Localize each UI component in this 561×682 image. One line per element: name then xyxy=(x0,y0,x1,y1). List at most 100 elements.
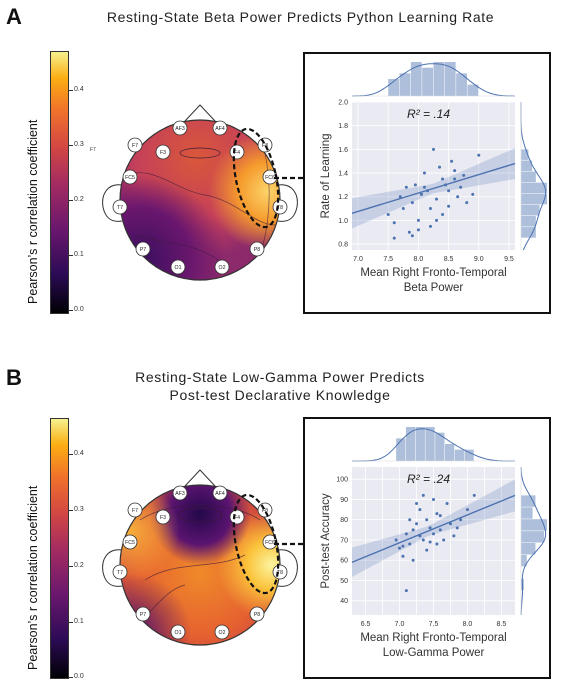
electrode-marker xyxy=(155,144,171,160)
histogram-bar-right xyxy=(521,507,533,519)
histogram-bar-top xyxy=(422,67,433,96)
colorbar-b-tick: 0.4 xyxy=(69,450,84,457)
data-point xyxy=(432,147,435,151)
data-point xyxy=(444,183,448,187)
x-tick-label: 7.5 xyxy=(429,621,439,628)
data-point xyxy=(435,512,439,516)
data-point xyxy=(438,165,442,169)
data-point xyxy=(392,236,396,240)
electrode-label: T8 xyxy=(277,205,283,211)
electrode-marker xyxy=(122,534,138,550)
x-tick-label: 9.0 xyxy=(474,256,484,263)
histogram-bar-top xyxy=(444,444,455,461)
data-point xyxy=(418,508,422,512)
electrode-label: T8 xyxy=(277,570,283,576)
kde-curve-right xyxy=(520,466,547,616)
electrode-highlight-a xyxy=(232,127,304,229)
electrode-marker xyxy=(212,120,228,136)
data-point xyxy=(447,204,451,208)
x-axis-label: Low-Gamma Power xyxy=(383,647,485,659)
colorbar-a-tick: 0.1 xyxy=(69,251,84,258)
scatter-inset-b: 6.5 7.0 7.5 8.0 8.5 40 50 60 70 80 90 100 R² = .24 Me… xyxy=(303,417,551,679)
scatter-plot-a: 7.0 7.5 8.0 8.5 9.0 9.5 0.8 1.0 1.2 1.4 1.6 1.8 2.0 R… xyxy=(320,62,547,294)
x-tick-label: 8.5 xyxy=(497,621,507,628)
y-tick-label: 40 xyxy=(340,598,348,605)
histogram-bar-right xyxy=(521,543,536,555)
y-tick-label: 1.6 xyxy=(338,147,348,154)
panel-a-title: Resting-State Beta Power Predicts Python… xyxy=(106,9,495,25)
stray-electrode-label: F7 xyxy=(90,147,96,153)
data-point xyxy=(441,212,445,216)
histogram-bar-top xyxy=(435,432,445,461)
panel-b-title-line2: Post-test Declarative Knowledge xyxy=(169,387,391,403)
data-point xyxy=(398,546,402,550)
data-point xyxy=(394,538,398,542)
y-tick-label: 90 xyxy=(340,497,348,504)
data-point xyxy=(432,532,435,536)
r-squared-label: R² = .14 xyxy=(407,107,450,121)
histogram-bar-right xyxy=(521,554,527,567)
electrode-label: P7 xyxy=(140,247,146,253)
histogram-bar-right xyxy=(521,160,533,172)
electrode-label: FC6 xyxy=(265,540,275,546)
data-point xyxy=(410,234,414,238)
electrode-label: F7 xyxy=(132,508,138,514)
electrode-marker xyxy=(127,137,143,153)
data-point xyxy=(438,514,442,518)
y-tick-label: 100 xyxy=(336,477,348,484)
data-point xyxy=(447,189,451,193)
data-point xyxy=(404,185,408,189)
kde-curve-top xyxy=(351,63,516,97)
data-point xyxy=(438,528,442,532)
colorbar-b-tick: 0.3 xyxy=(69,506,84,513)
electrode-highlight-b xyxy=(232,493,304,595)
histogram-bar-top xyxy=(410,62,422,96)
scatter-plot-b: 6.5 7.0 7.5 8.0 8.5 40 50 60 70 80 90 100 R² = .24 Me… xyxy=(320,427,547,659)
data-point xyxy=(428,540,432,544)
electrode-marker xyxy=(112,564,128,580)
electrode-marker xyxy=(214,259,230,275)
colorbar-a-tick: 0.3 xyxy=(69,141,84,148)
data-point xyxy=(435,218,439,222)
data-point xyxy=(428,224,432,228)
electrode-marker xyxy=(170,259,186,275)
electrode-label: F3 xyxy=(160,515,166,521)
histogram-bar-right xyxy=(521,204,540,216)
histogram-bar-right xyxy=(521,182,547,194)
histogram-bar-top xyxy=(456,73,467,96)
data-point xyxy=(401,544,405,548)
data-point xyxy=(432,497,435,501)
colorbar-b-label: Pearson’s r correlation coefficient xyxy=(26,485,40,670)
data-point xyxy=(452,534,456,538)
x-tick-label: 7.0 xyxy=(353,256,363,263)
electrode-label: P8 xyxy=(254,247,260,253)
electrode-label: O2 xyxy=(219,630,226,636)
data-point xyxy=(428,526,432,530)
x-tick-label: 7.0 xyxy=(395,621,405,628)
histogram-bar-right xyxy=(521,227,536,238)
data-point xyxy=(477,153,481,157)
electrode-marker xyxy=(122,169,138,185)
data-point xyxy=(465,508,469,512)
electrode-label: F8 xyxy=(262,508,268,514)
regression-line xyxy=(351,162,516,214)
histogram-bar-right xyxy=(521,171,536,183)
data-point xyxy=(450,159,454,163)
histogram-bar-top xyxy=(454,449,464,461)
electrode-label: T7 xyxy=(117,570,123,576)
electrode-marker xyxy=(135,241,151,257)
panel-b-title-line1: Resting-State Low-Gamma Power Predicts xyxy=(135,369,425,385)
data-point xyxy=(472,493,476,497)
histogram-bar-right xyxy=(521,495,536,507)
electrode-label: AF3 xyxy=(175,126,185,132)
data-point xyxy=(456,195,460,199)
x-axis-label: Beta Power xyxy=(404,282,464,294)
electrode-label: F4 xyxy=(234,515,240,521)
topomap-a: AF3 AF4 F7 F3 F4 F8 FC5 FC6 T7 T8 P7 P8 O1 O2 xyxy=(102,104,298,281)
data-point xyxy=(445,501,449,505)
data-point xyxy=(398,195,402,199)
data-point xyxy=(442,538,446,542)
y-tick-label: 70 xyxy=(340,537,348,544)
electrode-marker xyxy=(127,502,143,518)
data-point xyxy=(407,230,411,234)
